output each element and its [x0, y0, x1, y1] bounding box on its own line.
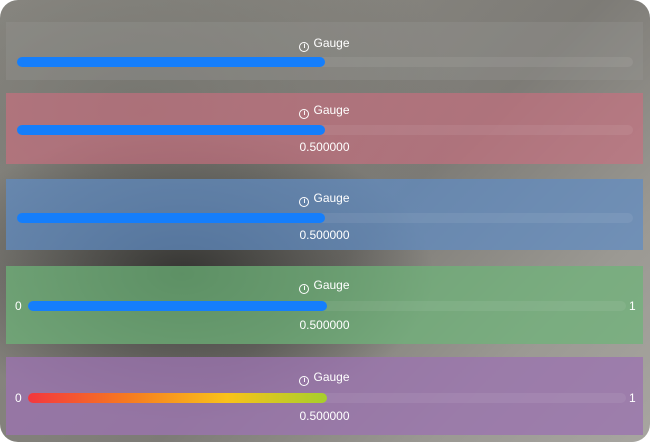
gauge-value-label: 0.500000 [299, 409, 350, 423]
gauge-gradient-fill [28, 393, 327, 403]
gauge-fill [28, 301, 327, 311]
gauge-min-label: 0 [15, 299, 22, 313]
gauge-max-label: 1 [629, 391, 636, 405]
gauge-panel-with-range: i Gauge 0 1 0.500000 [6, 266, 643, 344]
gauge-title: i Gauge [6, 278, 643, 294]
gauge-panel-with-value: i Gauge 0.500000 [6, 93, 643, 164]
gauge-track [17, 125, 633, 135]
gauge-fill [17, 213, 325, 223]
gauge-value-label: 0.500000 [299, 140, 350, 154]
gauge-title: i Gauge [6, 191, 643, 207]
info-icon: i [299, 376, 310, 386]
info-icon: i [299, 284, 310, 294]
info-icon: i [299, 42, 310, 52]
gauge-fill [17, 57, 325, 67]
info-icon: i [299, 109, 310, 119]
gauge-panel-plain: i Gauge [6, 22, 643, 80]
gauge-max-label: 1 [629, 299, 636, 313]
gauge-track [17, 57, 633, 67]
gauge-panel-with-value-blue: i Gauge 0.500000 [6, 179, 643, 250]
gauge-min-label: 0 [15, 391, 22, 405]
gauge-track [28, 301, 626, 311]
gauge-track [17, 213, 633, 223]
gauge-value-label: 0.500000 [299, 318, 350, 332]
gauge-track [28, 393, 626, 403]
gauge-fill [17, 125, 325, 135]
gauge-panel-gradient: i Gauge 0 1 0.500000 [6, 357, 643, 435]
gauge-value-label: 0.500000 [299, 228, 350, 242]
gauge-title: i Gauge [6, 36, 643, 52]
gauge-title: i Gauge [6, 370, 643, 386]
gauge-title: i Gauge [6, 103, 643, 119]
info-icon: i [299, 197, 310, 207]
